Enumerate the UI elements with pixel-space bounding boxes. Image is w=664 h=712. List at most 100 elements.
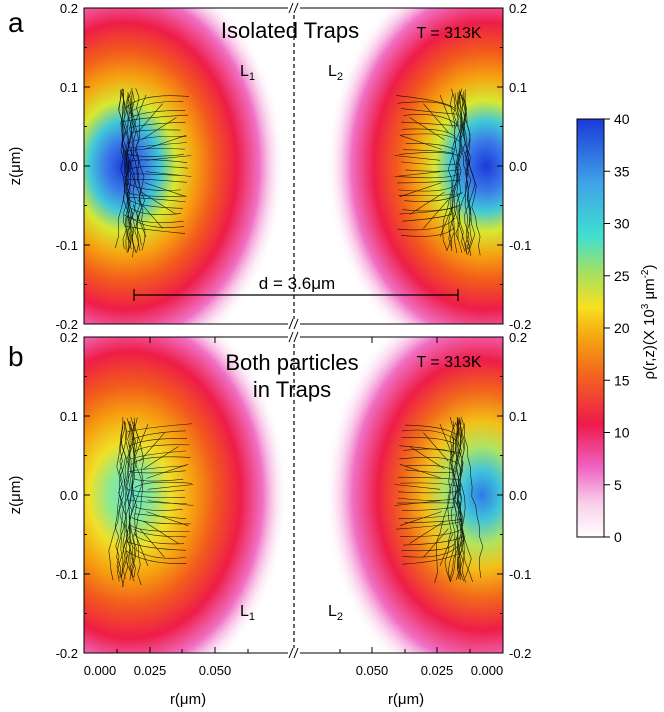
axis-break-bottom-b [288, 647, 300, 659]
panel-b: 0.2 0.2 0.1 0.1 0.0 0.0 -0.1 -0.1 -0.2 -0.2 0.000… [7, 330, 531, 708]
trajectory-line [397, 101, 455, 111]
trajectory-strand [116, 424, 131, 588]
trajectory-line [402, 551, 463, 565]
trajectory-fan [144, 135, 187, 150]
trajectory-strand [448, 88, 459, 252]
trajectory-line [400, 482, 459, 487]
trajectory-line [401, 121, 460, 127]
trajectory-line [399, 457, 458, 465]
colorbar-tick-label: 0 [614, 529, 622, 545]
trajectory-fan [145, 155, 192, 161]
trajectory-strand [114, 87, 135, 248]
trajectory-strand [125, 93, 136, 252]
trajectory-line [402, 544, 460, 558]
colorbar-tick-label: 25 [614, 268, 630, 284]
trajectory-strand [108, 422, 126, 581]
trajectory-fan [439, 204, 454, 238]
svg-text:L1: L1 [240, 63, 255, 83]
panel-b-ytick-label-right: 0.1 [509, 409, 527, 424]
trajectory-fan [439, 423, 454, 457]
trajectory-line [403, 149, 454, 154]
panel-b-ytick-label-left: -0.1 [56, 567, 78, 582]
trajectory-strand [125, 421, 144, 582]
trajectory-line [400, 133, 460, 142]
panel-b-title-line2: in Traps [253, 377, 331, 402]
panel-a-trap-label-left: L1 [240, 63, 255, 83]
trajectory-line [130, 450, 187, 460]
trajectory-fan [423, 432, 449, 462]
colorbar-tick-label: 10 [614, 425, 630, 441]
trajectory-line [129, 465, 186, 472]
trajectory-fan [399, 464, 442, 479]
trajectory-line [405, 469, 455, 473]
colorbar-tick-label: 40 [614, 111, 630, 127]
density-blob-right-a [326, 8, 503, 324]
panel-b-ytick-label-right: 0.2 [509, 330, 527, 345]
trajectory-strand [116, 417, 135, 579]
trajectory-line [124, 148, 185, 153]
trajectory-lines-a [114, 87, 481, 258]
panel-b-label: b [8, 341, 24, 372]
panel-a-ytick-label-right: -0.2 [509, 317, 531, 332]
trajectory-fan [409, 520, 445, 544]
trajectory-strand [455, 422, 463, 580]
trajectory-strand [120, 89, 132, 252]
panel-a-label: a [8, 7, 24, 38]
trajectory-line [404, 192, 463, 202]
trajectory-line [401, 544, 455, 552]
trajectory-fan [137, 199, 163, 229]
trajectory-line [129, 183, 181, 191]
trajectory-line [399, 206, 457, 215]
trajectory-fan [134, 533, 149, 567]
trajectory-strand [129, 417, 144, 578]
svg-text:d = 3.6μm: d = 3.6μm [259, 274, 335, 293]
panel-a-y-ticks: 0.2 0.2 0.1 0.1 0.0 0.0 -0.1 -0.1 -0.2 -0.2 [56, 1, 532, 332]
trajectory-line [130, 216, 184, 228]
panel-a-ytick-label-right: 0.1 [509, 80, 527, 95]
trajectory-line [127, 192, 187, 197]
trajectory-line [134, 481, 192, 489]
panel-a-ytick-label-left: 0.0 [60, 159, 78, 174]
xtick-label-right: 0.025 [421, 663, 454, 678]
trajectory-line [401, 227, 455, 237]
xtick-label-left: 0.025 [134, 663, 167, 678]
trajectory-fan [141, 191, 177, 215]
panel-b-trap-label-left: L1 [240, 603, 255, 623]
trajectory-strand [459, 94, 481, 256]
trajectory-line [134, 513, 187, 520]
trajectory-fan [423, 528, 449, 558]
trajectory-strand [125, 95, 135, 254]
trajectory-line [127, 166, 189, 171]
trajectory-fan [394, 500, 441, 506]
density-blob-left-b [84, 337, 288, 653]
trajectory-line [130, 142, 187, 149]
trajectory-fan [139, 528, 165, 558]
trajectory-fan [394, 155, 441, 161]
colorbar: 40 35 30 25 20 15 10 5 0 ρ(r,z)(X 103 μm-2) [576, 111, 658, 545]
trajectory-strand [446, 89, 467, 251]
x-axis-label-left: r(μm) [170, 691, 206, 708]
trajectory-line [398, 193, 459, 197]
trajectory-fan [439, 94, 454, 128]
panel-a: 0.2 0.2 0.1 0.1 0.0 0.0 -0.1 -0.1 -0.2 -0.2 a Iso… [7, 1, 532, 332]
trajectory-strand [464, 92, 476, 255]
panel-b-ylabel: z(μm) [7, 476, 24, 515]
trajectory-line [128, 499, 187, 505]
panel-b-ytick-label-left: -0.2 [56, 646, 78, 661]
trajectory-line [123, 114, 189, 122]
trajectory-line [134, 494, 186, 498]
trajectory-line [125, 549, 187, 564]
panel-b-title-line1: Both particles [225, 350, 358, 375]
colorbar-tick-label: 20 [614, 320, 630, 336]
panel-b-ytick-label-left: 0.1 [60, 409, 78, 424]
colorbar-gradient [576, 118, 605, 538]
trajectory-fan [134, 423, 149, 457]
panel-a-heatmap [84, 8, 503, 324]
distance-annotation: d = 3.6μm [133, 274, 459, 301]
xtick-label-right: 0.050 [356, 663, 389, 678]
trajectory-fan [394, 171, 441, 177]
trajectory-line [400, 108, 458, 115]
colorbar-label: ρ(r,z)(X 103 μm-2) [640, 265, 658, 380]
density-blob-right-b [324, 337, 503, 653]
trajectory-line [401, 128, 456, 138]
